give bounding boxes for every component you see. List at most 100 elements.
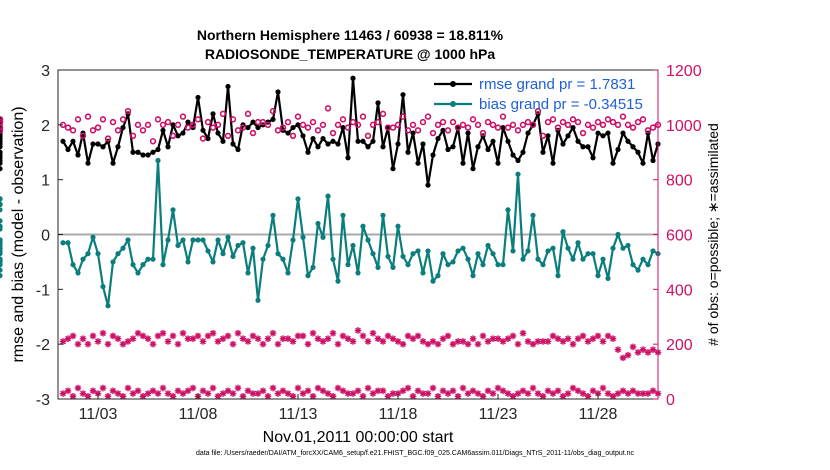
obs_possible-marker bbox=[209, 124, 217, 131]
obs_assimilated_upper-marker bbox=[439, 335, 447, 342]
rmse-point bbox=[225, 83, 231, 90]
bias-point bbox=[355, 270, 361, 276]
obs_assimilated_lower-marker bbox=[444, 390, 452, 397]
legend-label: bias grand pr = -0.34515 bbox=[479, 96, 643, 113]
obs_assimilated_upper-marker bbox=[554, 335, 562, 342]
rmse-point bbox=[515, 157, 521, 164]
rmse-point bbox=[165, 144, 171, 150]
y-right-tick-label: 800 bbox=[666, 173, 693, 190]
bias-point bbox=[455, 248, 461, 254]
bias-point bbox=[0, 223, 3, 229]
obs_possible-marker bbox=[69, 127, 77, 134]
bias-point bbox=[285, 270, 291, 276]
obs_possible-marker bbox=[259, 118, 267, 126]
x-tick-label: 11/18 bbox=[379, 406, 418, 423]
rmse-point bbox=[630, 144, 636, 150]
obs_possible-marker bbox=[0, 118, 4, 126]
obs_assimilated_upper-marker bbox=[359, 332, 367, 340]
rmse-point bbox=[235, 146, 241, 153]
obs_assimilated_upper-marker bbox=[269, 329, 277, 337]
rmse-point bbox=[470, 166, 476, 172]
obs_assimilated_upper-marker bbox=[64, 335, 72, 342]
obs_assimilated_lower-marker bbox=[549, 390, 557, 397]
obs_possible-marker bbox=[134, 121, 142, 129]
bias-point bbox=[595, 273, 601, 279]
obs_assimilated_lower-marker bbox=[309, 392, 317, 400]
obs_possible-marker bbox=[334, 121, 342, 129]
obs_possible-marker bbox=[329, 129, 337, 137]
obs_assimilated_lower-marker bbox=[439, 387, 447, 395]
bias-point bbox=[180, 237, 186, 243]
obs_assimilated_lower-marker bbox=[249, 390, 257, 397]
bias-point bbox=[120, 245, 126, 251]
obs_assimilated_upper-marker bbox=[569, 340, 577, 348]
obs_assimilated_upper-marker bbox=[459, 338, 467, 345]
x-axis-label: Nov.01,2011 00:00:00 start bbox=[263, 429, 454, 446]
rmse-point bbox=[610, 160, 616, 166]
bias-point bbox=[175, 242, 181, 249]
obs_assimilated_lower-marker bbox=[384, 392, 392, 400]
obs_assimilated_upper-marker bbox=[189, 335, 197, 342]
rmse-point bbox=[475, 144, 481, 150]
obs_possible-marker bbox=[469, 116, 477, 123]
obs_assimilated_lower-marker bbox=[94, 390, 102, 397]
obs_assimilated_lower-marker bbox=[409, 392, 417, 400]
obs_assimilated_upper-marker bbox=[419, 338, 427, 345]
obs_possible-marker bbox=[84, 113, 92, 120]
rmse-point bbox=[415, 160, 421, 166]
obs_assimilated_upper-marker bbox=[164, 338, 172, 345]
rmse-point bbox=[145, 152, 151, 158]
bias-point bbox=[325, 193, 331, 199]
bias-point bbox=[430, 278, 436, 284]
obs_assimilated_upper-marker bbox=[329, 329, 337, 337]
bias-point bbox=[80, 256, 86, 262]
bias-point bbox=[0, 273, 3, 279]
bias-point bbox=[505, 207, 511, 213]
bias-point bbox=[435, 273, 441, 279]
bias-point bbox=[530, 212, 536, 218]
bias-point bbox=[450, 259, 456, 265]
obs_possible-marker bbox=[214, 121, 222, 129]
obs_assimilated_upper-marker bbox=[634, 349, 642, 356]
obs_assimilated_lower-marker bbox=[649, 387, 657, 395]
obs_assimilated_lower-marker bbox=[344, 390, 352, 397]
obs_assimilated_lower-marker bbox=[279, 387, 287, 395]
obs_assimilated_upper-marker bbox=[99, 329, 107, 337]
bias-point bbox=[145, 256, 151, 262]
obs_assimilated_lower-marker bbox=[624, 390, 632, 397]
obs_assimilated_upper-marker bbox=[394, 338, 402, 345]
rmse-point bbox=[570, 124, 576, 131]
obs_assimilated_lower-marker bbox=[274, 390, 282, 397]
obs_assimilated_lower-marker bbox=[159, 384, 167, 392]
obs_possible-marker bbox=[129, 132, 137, 140]
obs_assimilated_upper-marker bbox=[229, 340, 237, 348]
obs_assimilated_lower-marker bbox=[189, 384, 197, 392]
rmse-point bbox=[575, 138, 581, 144]
obs_assimilated_upper-marker bbox=[464, 340, 472, 348]
bias-point bbox=[60, 240, 66, 246]
obs_assimilated_upper-marker bbox=[354, 327, 362, 334]
rmse-point bbox=[560, 141, 566, 147]
obs_possible-marker bbox=[274, 127, 282, 134]
obs_possible-marker bbox=[579, 129, 587, 137]
legend-marker bbox=[450, 81, 456, 87]
obs_possible-marker bbox=[89, 127, 97, 134]
x-tick-label: 11/28 bbox=[579, 406, 618, 423]
obs_possible-marker bbox=[464, 124, 472, 131]
bias-point bbox=[235, 242, 241, 249]
rmse-point bbox=[0, 157, 3, 164]
bias-point bbox=[535, 256, 541, 262]
obs_possible-marker bbox=[459, 121, 467, 129]
bias-point bbox=[210, 259, 216, 265]
bias-point bbox=[290, 237, 296, 243]
obs_assimilated_lower-marker bbox=[334, 384, 342, 392]
obs_possible-marker bbox=[119, 116, 127, 123]
obs_assimilated_upper-marker bbox=[129, 335, 137, 342]
bias-point bbox=[585, 251, 591, 257]
obs_possible-marker bbox=[139, 127, 147, 134]
obs_assimilated_lower-marker bbox=[179, 390, 187, 397]
rmse-point bbox=[85, 160, 91, 166]
obs_assimilated_lower-marker bbox=[404, 384, 412, 392]
obs_assimilated_upper-marker bbox=[559, 338, 567, 345]
bias-point bbox=[560, 229, 566, 235]
